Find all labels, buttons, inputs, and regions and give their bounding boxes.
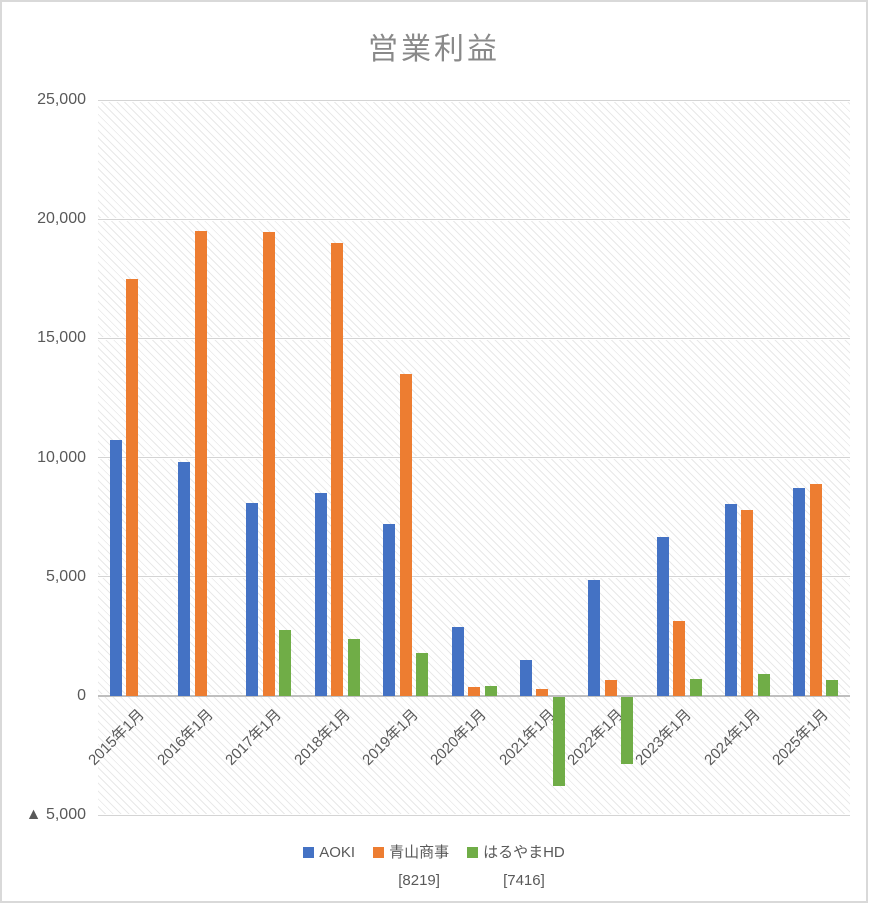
y-axis-label: 20,000 (37, 210, 86, 228)
x-axis-label: 2016年1月 (153, 706, 217, 769)
bar-aoki-2025 (793, 488, 806, 696)
bar-aoyama-shoji-2016 (194, 231, 207, 696)
bar-aoyama-shoji-2017 (262, 232, 275, 696)
chart-title: 営業利益 (368, 33, 500, 66)
y-axis-label: 15,000 (37, 329, 86, 347)
x-axis-label: 2019年1月 (359, 706, 422, 769)
bar-aoki-2019 (383, 524, 396, 696)
gridline (98, 813, 850, 817)
gridline (98, 336, 850, 340)
y-axis-label: 0 (77, 686, 86, 704)
legend-series-name: 青山商事 (389, 844, 450, 861)
legend-swatch-icon (303, 847, 315, 858)
legend-swatch-icon (467, 847, 479, 858)
bar-aoki-2018 (314, 493, 327, 696)
x-axis-label: 2022年1月 (564, 706, 627, 769)
bar-aoyama-shoji-2022 (604, 680, 617, 696)
bar-haruyama-hd-2023 (689, 679, 702, 696)
legend-series-code: [7416] (503, 872, 545, 889)
x-axis-label: 2018年1月 (290, 706, 354, 769)
legend-series-code: [8219] (398, 872, 440, 889)
bar-haruyama-hd-2024 (757, 674, 770, 696)
bar-aoyama-shoji-2025 (809, 483, 822, 696)
bar-aoyama-shoji-2020 (468, 687, 480, 696)
legend-item-aoki: AOKI (303, 843, 355, 863)
x-axis-label: 2021年1月 (495, 706, 559, 769)
y-axis-label: 5,000 (45, 567, 86, 585)
gridline (98, 217, 850, 221)
bar-aoki-2023 (656, 537, 669, 696)
bar-haruyama-hd-2018 (347, 638, 360, 696)
zero-axis-line (98, 694, 850, 698)
bar-haruyama-hd-2025 (826, 680, 839, 696)
plot-area (98, 98, 850, 817)
gridline (98, 98, 850, 102)
bar-aoyama-shoji-2019 (399, 374, 412, 696)
bar-aoyama-shoji-2024 (741, 509, 754, 696)
x-axis-label: 2017年1月 (222, 706, 286, 769)
legend: AOKI 青山商事 [8219] はるやまHD [7416] (2, 843, 866, 891)
bar-haruyama-hd-2022 (621, 697, 634, 765)
gridline (98, 456, 850, 459)
legend-series-name: はるやまHD (483, 844, 565, 861)
bar-haruyama-hd-2017 (279, 630, 292, 696)
x-axis-label: 2023年1月 (632, 706, 696, 769)
legend-swatch-icon (373, 847, 385, 858)
y-axis-label: 10,000 (37, 448, 86, 466)
bar-aoyama-shoji-2023 (673, 620, 686, 696)
x-axis-label: 2015年1月 (85, 706, 149, 769)
legend-item-haruyama-hd: はるやまHD [7416] (467, 843, 565, 891)
x-axis-label: 2025年1月 (769, 706, 832, 769)
y-axis-label: ▲ 5,000 (25, 806, 86, 823)
gridline (98, 575, 850, 579)
bar-aoki-2017 (246, 502, 259, 696)
bar-aoki-2021 (519, 660, 532, 696)
x-axis-label: 2020年1月 (427, 706, 491, 769)
bar-aoyama-shoji-2018 (331, 243, 344, 696)
bar-aoki-2015 (109, 439, 122, 696)
legend-label: AOKI (319, 843, 355, 863)
bar-aoki-2022 (588, 580, 601, 696)
bar-aoki-2016 (178, 462, 191, 696)
x-axis-label: 2024年1月 (700, 706, 764, 769)
bar-aoki-2024 (724, 503, 737, 696)
bar-aoyama-shoji-2021 (536, 688, 549, 696)
bar-aoki-2020 (451, 626, 464, 696)
bar-haruyama-hd-2021 (552, 697, 565, 786)
bar-haruyama-hd-2020 (484, 686, 497, 696)
bar-aoyama-shoji-2015 (126, 278, 139, 696)
y-axis-label: 25,000 (37, 91, 86, 108)
legend-label: 青山商事 [8219] (389, 843, 449, 891)
legend-series-name: AOKI (319, 844, 356, 861)
legend-label: はるやまHD [7416] (483, 843, 565, 891)
legend-item-aoyama-shoji: 青山商事 [8219] (373, 843, 449, 891)
bar-haruyama-hd-2019 (416, 652, 429, 696)
